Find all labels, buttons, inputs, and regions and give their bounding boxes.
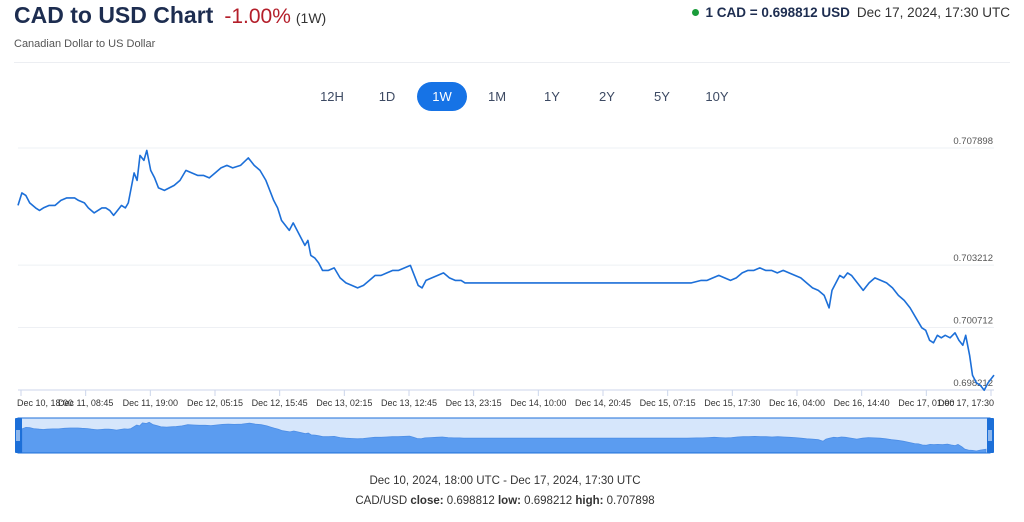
range-button-5y[interactable]: 5Y (654, 89, 670, 104)
rate-timestamp: Dec 17, 2024, 17:30 UTC (856, 5, 1010, 20)
x-tick-label: Dec 17, 17:30 (938, 398, 994, 408)
y-tick-label: 0.698212 (953, 378, 993, 389)
close-label: close: (410, 495, 444, 507)
range-button-1w[interactable]: 1W (417, 82, 467, 111)
high-label: high: (575, 495, 604, 507)
pair-description: Canadian Dollar to US Dollar (14, 38, 156, 50)
x-tick-label: Dec 10, 18:00 (17, 398, 73, 408)
low-label: low: (497, 495, 521, 507)
close-value: 0.698812 (446, 495, 495, 507)
pair-label: CAD/USD (355, 495, 408, 507)
x-tick-label: Dec 13, 12:45 (381, 398, 437, 408)
x-tick-label: Dec 11, 08:45 (58, 398, 113, 408)
x-tick-label: Dec 16, 04:00 (769, 398, 825, 408)
x-tick-label: Dec 15, 07:15 (640, 398, 696, 408)
low-value: 0.698212 (524, 495, 573, 507)
period-label: (1W) (295, 10, 327, 26)
header-divider (14, 62, 1010, 63)
range-button-1m[interactable]: 1M (487, 89, 507, 104)
range-button-1y[interactable]: 1Y (544, 89, 560, 104)
title-row: CAD to USD Chart -1.00% (1W) (14, 2, 326, 29)
price-stats: CAD/USD close: 0.698812 low: 0.698212 hi… (0, 495, 1010, 507)
live-rate: 1 CAD = 0.698812 USD Dec 17, 2024, 17:30… (692, 5, 1010, 20)
price-chart[interactable]: 0.707898 0.703212 0.700712 0.698212 Dec 10, … (0, 128, 1024, 458)
x-tick-label: Dec 14, 20:45 (575, 398, 631, 408)
page-title: CAD to USD Chart (14, 2, 214, 28)
x-tick-label: Dec 15, 17:30 (704, 398, 760, 408)
live-dot-icon (692, 9, 700, 16)
current-rate: 1 CAD = 0.698812 USD (705, 5, 850, 20)
range-button-2y[interactable]: 2Y (599, 89, 615, 104)
x-tick-label: Dec 13, 23:15 (446, 398, 502, 408)
range-button-1d[interactable]: 1D (378, 89, 396, 104)
y-tick-label: 0.703212 (953, 253, 993, 264)
chart-header: CAD to USD Chart -1.00% (1W) Canadian Do… (14, 0, 1010, 60)
price-line[interactable] (17, 149, 995, 392)
x-tick-label: Dec 11, 19:00 (123, 398, 178, 408)
range-button-10y[interactable]: 10Y (705, 89, 729, 104)
y-tick-label: 0.707898 (953, 136, 993, 147)
x-tick-label: Dec 12, 15:45 (252, 398, 308, 408)
high-value: 0.707898 (606, 495, 655, 507)
x-tick-label: Dec 13, 02:15 (316, 398, 372, 408)
change-percent: -1.00% (224, 5, 291, 28)
date-range: Dec 10, 2024, 18:00 UTC - Dec 17, 2024, … (369, 475, 641, 487)
range-button-12h[interactable]: 12H (320, 89, 344, 104)
x-tick-label: Dec 12, 05:15 (187, 398, 243, 408)
y-tick-label: 0.700712 (953, 316, 993, 327)
x-tick-label: Dec 16, 14:40 (834, 398, 890, 408)
navigator-series (21, 421, 987, 454)
x-tick-label: Dec 17, 01:00 (898, 398, 954, 408)
x-tick-label: Dec 14, 10:00 (510, 398, 566, 408)
range-selector: 12H 1D 1W 1M 1Y 2Y 5Y 10Y (307, 82, 747, 111)
